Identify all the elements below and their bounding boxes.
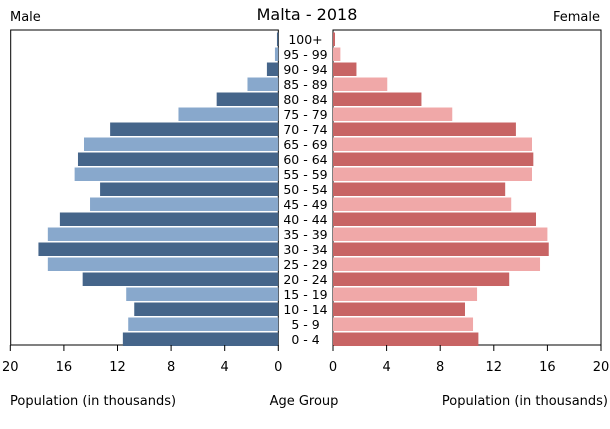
male-bar — [178, 107, 279, 121]
age-group-label: 20 - 24 — [283, 272, 327, 287]
age-group-label: 40 - 44 — [283, 212, 327, 227]
x-axis-label-left: Population (in thousands) — [10, 394, 176, 409]
female-bar — [333, 137, 532, 151]
age-group-label: 80 - 84 — [283, 92, 327, 107]
female-bar — [333, 317, 474, 331]
male-x-tick-label: 12 — [109, 360, 126, 375]
male-bar — [126, 287, 279, 301]
male-bar — [82, 272, 279, 286]
male-bar — [266, 62, 279, 76]
female-bar — [333, 287, 478, 301]
age-group-label: 55 - 59 — [283, 167, 327, 182]
male-x-tick-label: 4 — [221, 360, 229, 375]
age-group-label: 100+ — [288, 32, 322, 47]
female-x-tick-label: 4 — [382, 360, 390, 375]
male-bar — [100, 182, 279, 196]
female-bar — [333, 242, 549, 256]
male-bar — [128, 317, 279, 331]
age-group-label: 10 - 14 — [283, 302, 327, 317]
female-x-tick-label: 12 — [486, 360, 503, 375]
male-bar — [274, 47, 279, 61]
male-bar — [276, 32, 279, 46]
female-bar — [333, 77, 388, 91]
female-bar — [333, 122, 516, 136]
female-x-tick-label: 0 — [329, 360, 337, 375]
x-axis-label-right: Population (in thousands) — [442, 394, 608, 409]
age-group-label: 60 - 64 — [283, 152, 327, 167]
age-group-label: 95 - 99 — [283, 47, 327, 62]
age-group-label: 45 - 49 — [283, 197, 327, 212]
male-bar — [74, 167, 279, 181]
male-bar — [247, 77, 279, 91]
female-bar — [333, 272, 510, 286]
male-bar — [47, 257, 279, 271]
age-group-label: 25 - 29 — [283, 257, 327, 272]
x-axis-label-center: Age Group — [270, 394, 339, 409]
female-bar — [333, 227, 548, 241]
male-bar — [216, 92, 279, 106]
male-x-tick-label: 20 — [2, 360, 19, 375]
age-group-label: 0 - 4 — [291, 332, 319, 347]
female-bar — [333, 152, 534, 166]
female-bar — [333, 92, 422, 106]
male-x-tick-label: 16 — [56, 360, 73, 375]
age-group-label: 85 - 89 — [283, 77, 327, 92]
age-group-label: 15 - 19 — [283, 287, 327, 302]
age-group-label: 30 - 34 — [283, 242, 327, 257]
male-label: Male — [10, 10, 41, 25]
female-bar — [333, 212, 537, 226]
male-bar — [47, 227, 279, 241]
age-group-label: 75 - 79 — [283, 107, 327, 122]
male-bar — [38, 242, 279, 256]
male-x-tick-label: 8 — [167, 360, 175, 375]
female-x-tick-label: 16 — [539, 360, 556, 375]
female-bar — [333, 182, 506, 196]
chart-title: Malta - 2018 — [257, 5, 358, 24]
male-bar — [90, 197, 279, 211]
male-bar — [59, 212, 279, 226]
female-bar — [333, 107, 453, 121]
male-bar — [110, 122, 279, 136]
female-bar — [333, 32, 336, 46]
male-bar — [134, 302, 279, 316]
female-x-tick-label: 20 — [593, 360, 610, 375]
female-bar — [333, 47, 341, 61]
female-bar — [333, 197, 512, 211]
male-bar — [84, 137, 279, 151]
female-bar — [333, 302, 465, 316]
male-bar — [122, 332, 279, 346]
female-bar — [333, 62, 357, 76]
age-group-label: 65 - 69 — [283, 137, 327, 152]
male-bar — [77, 152, 279, 166]
age-group-label: 5 - 9 — [291, 317, 319, 332]
female-bar — [333, 257, 541, 271]
female-label: Female — [553, 10, 600, 25]
female-bar — [333, 167, 532, 181]
male-x-tick-label: 0 — [274, 360, 282, 375]
age-group-label: 90 - 94 — [283, 62, 327, 77]
female-x-tick-label: 8 — [436, 360, 444, 375]
age-group-label: 70 - 74 — [283, 122, 327, 137]
age-group-label: 50 - 54 — [283, 182, 327, 197]
age-group-label: 35 - 39 — [283, 227, 327, 242]
female-bar — [333, 332, 479, 346]
